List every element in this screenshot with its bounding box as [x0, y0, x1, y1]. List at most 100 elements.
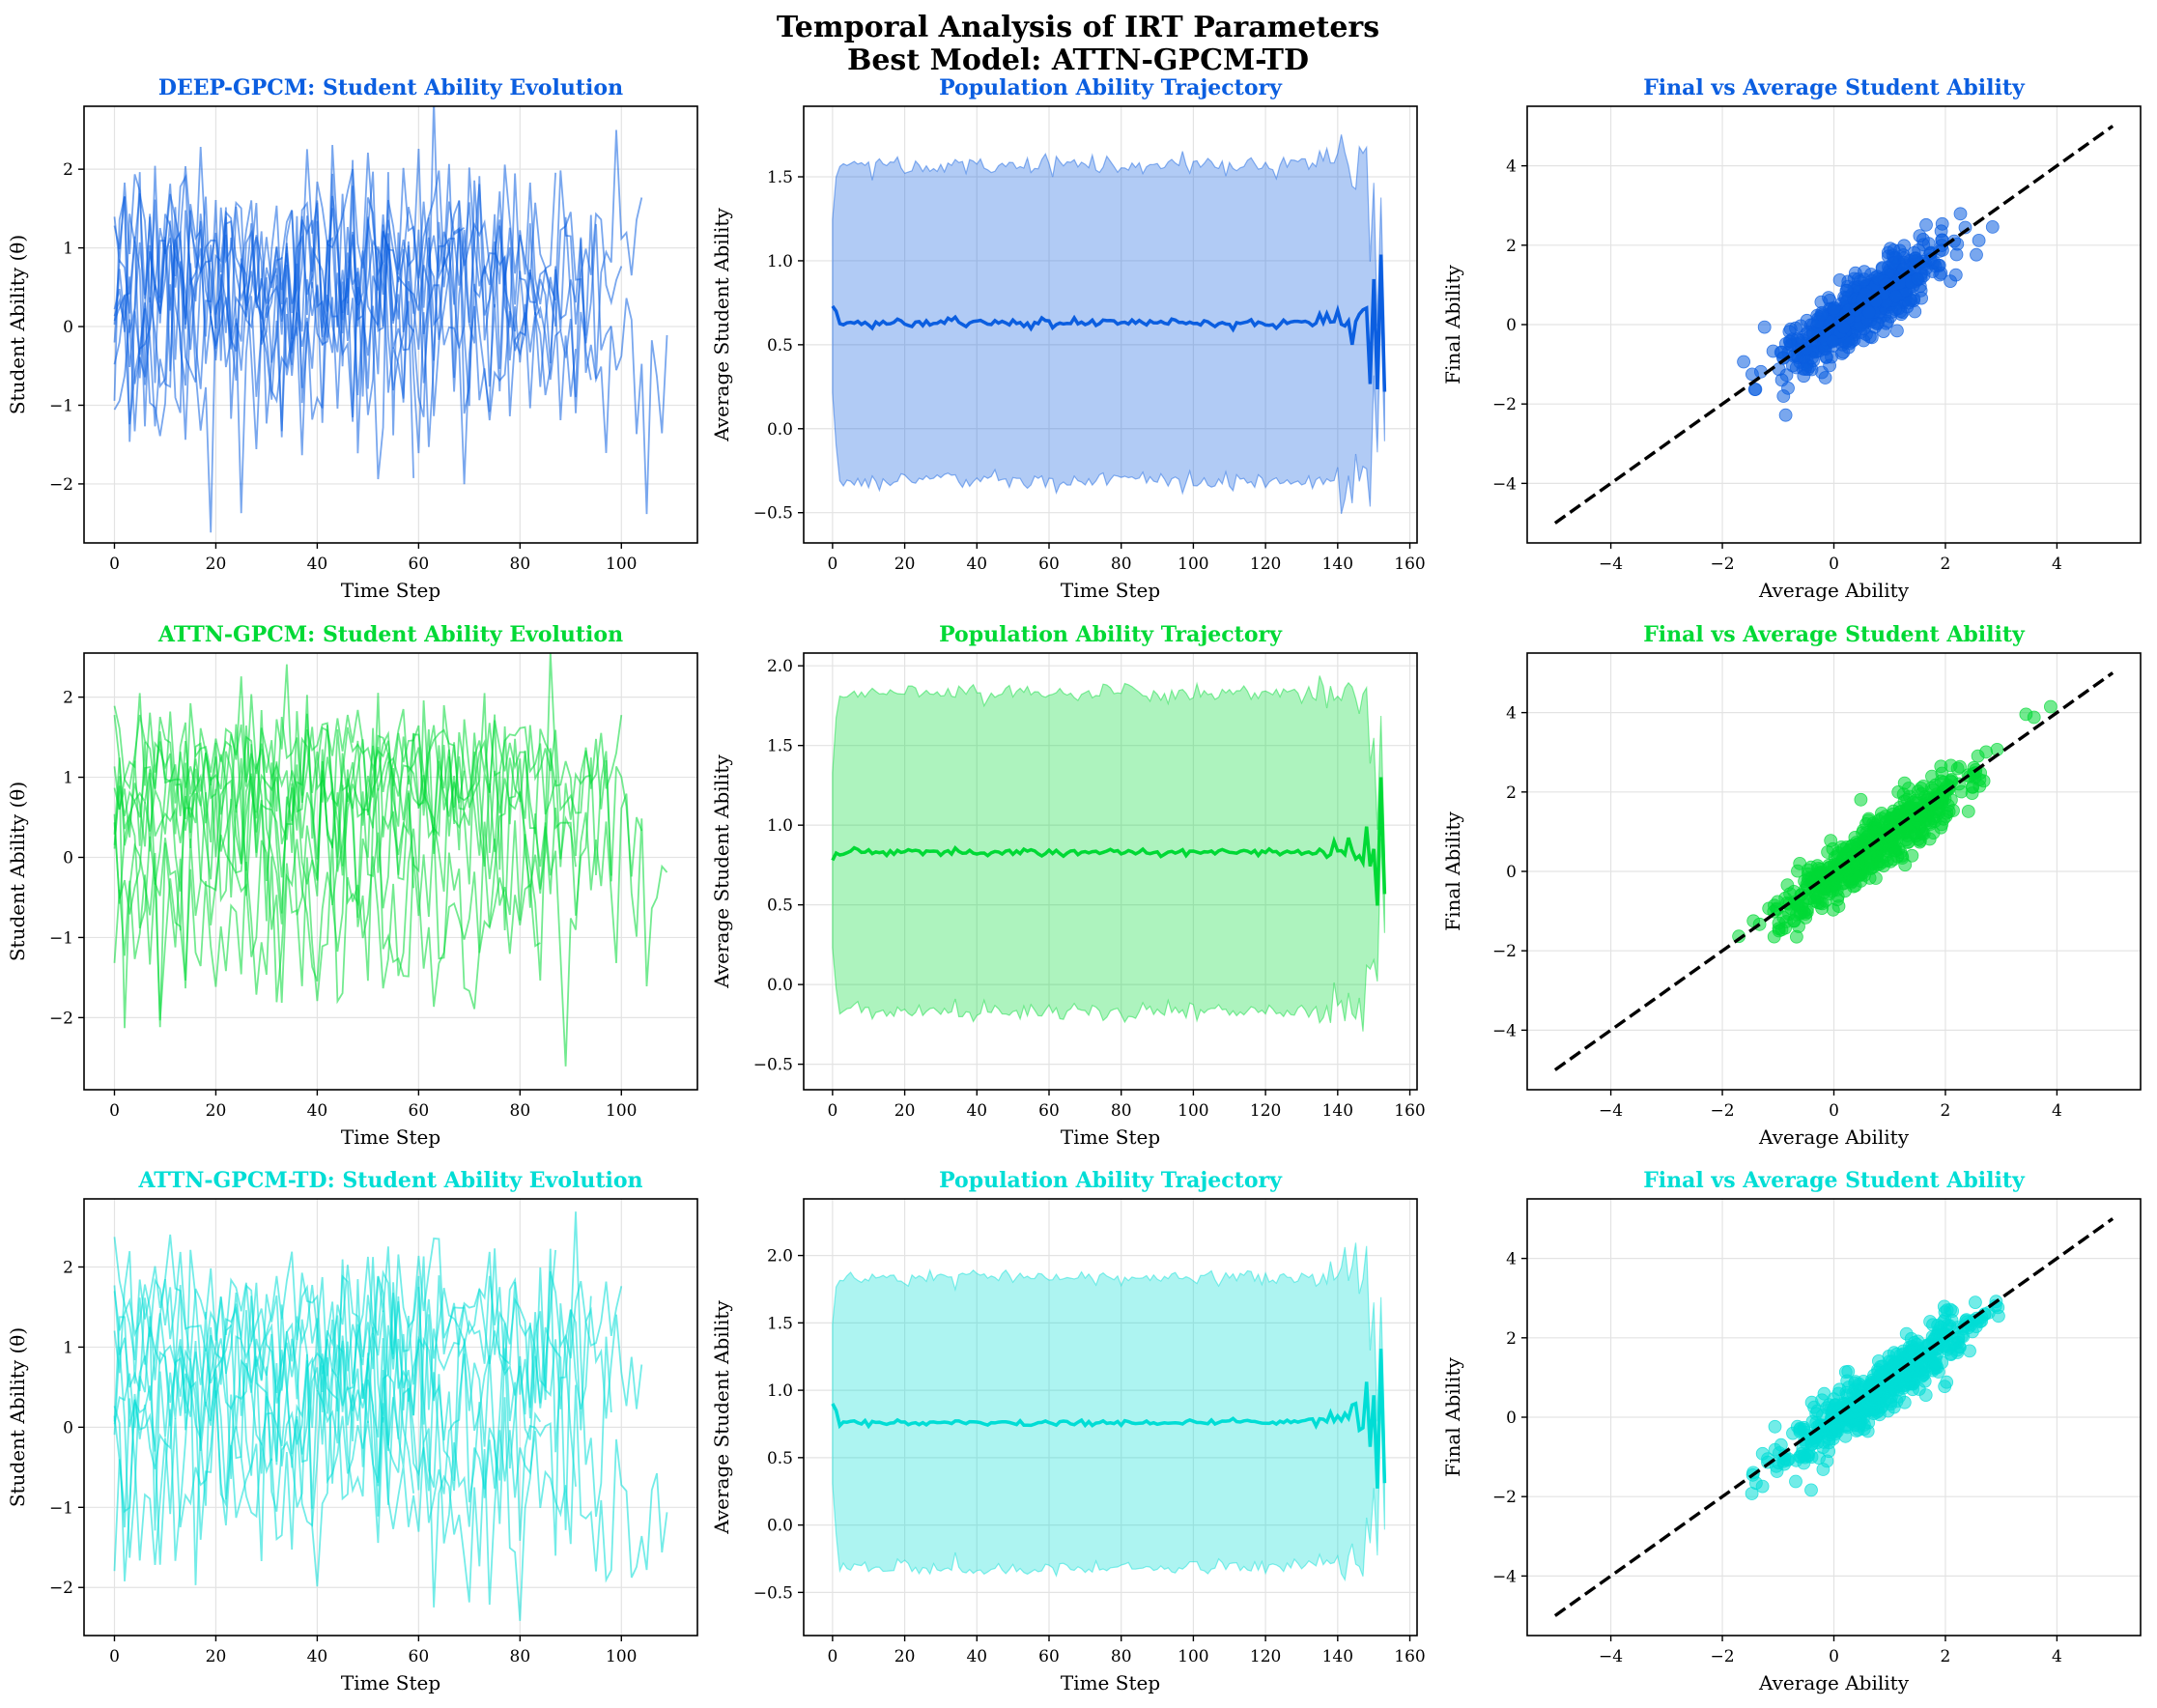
scatter-point — [1831, 849, 1845, 864]
panel-title: ATTN-GPCM: Student Ability Evolution — [157, 622, 623, 647]
mean-line — [831, 254, 1387, 392]
y-tick-label: 2 — [1506, 1329, 1517, 1349]
scatter-point — [1807, 1434, 1822, 1448]
y-tick-label: 1 — [63, 769, 73, 788]
scatter-point — [1968, 771, 1982, 784]
data-layer — [1553, 671, 2114, 1071]
x-tick-label: 40 — [307, 1647, 328, 1666]
scatter-points — [1737, 207, 2000, 422]
y-tick-label: −1 — [49, 928, 73, 948]
scatter-point — [1867, 320, 1882, 334]
x-tick-label: 60 — [1038, 555, 1060, 574]
x-tick-label: −4 — [1599, 1101, 1623, 1121]
x-tick-label: 2 — [1941, 1647, 1951, 1666]
panel-title: Population Ability Trajectory — [939, 1168, 1283, 1193]
series-line-student-3 — [113, 776, 668, 1067]
x-tick-label: 20 — [894, 1647, 916, 1666]
scatter-point — [1790, 929, 1803, 944]
scatter-point — [1774, 373, 1789, 387]
x-tick-label: 20 — [206, 555, 227, 574]
panel-area-2: 0 20 40 60 80 100 120 140 160 −0.5 0.0 0.5 1.0 1.5 Pop… — [710, 75, 1426, 602]
x-axis-label: Time Step — [341, 1671, 440, 1694]
grid — [804, 653, 1417, 1090]
y-tick-label: −2 — [49, 475, 73, 495]
x-tick-label: 4 — [2052, 555, 2062, 574]
y-tick-label: −2 — [49, 1009, 73, 1028]
x-tick-label: 2 — [1941, 555, 1951, 574]
y-tick-label: 0 — [63, 318, 73, 337]
scatter-point — [1886, 256, 1900, 270]
y-tick-label: 0.0 — [767, 420, 793, 440]
y-tick-label: 0 — [63, 848, 73, 868]
panel-scatter-9: −4 −2 0 2 4 −4 −2 0 2 4 Final vs Average Student A… — [1441, 1168, 2142, 1694]
y-axis-label: Student Ability (θ) — [6, 782, 29, 961]
scatter-point — [1921, 237, 1936, 251]
y-tick-label: 2.0 — [767, 1247, 793, 1267]
scatter-point — [1757, 320, 1772, 334]
x-tick-label: 20 — [894, 1101, 916, 1121]
y-tick-label: 1.0 — [767, 816, 793, 836]
scatter-point — [1770, 1465, 1784, 1478]
scatter-point — [1910, 271, 1924, 286]
data-layer — [113, 653, 668, 1067]
y-tick-label: −4 — [1492, 474, 1517, 494]
scatter-point — [1970, 247, 1983, 262]
x-tick-label: 40 — [966, 555, 987, 574]
scatter-point — [1866, 1392, 1881, 1406]
y-tick-label: −2 — [1492, 395, 1517, 414]
scatter-point — [1776, 389, 1791, 403]
scatter-point — [1887, 1359, 1902, 1374]
scatter-point — [1860, 1424, 1875, 1438]
y-tick-label: 1 — [63, 240, 73, 259]
scatter-point — [1836, 320, 1851, 334]
series-line-student-10 — [113, 1282, 414, 1558]
y-tick-label: 1.5 — [767, 737, 793, 756]
scatter-point — [1937, 1299, 1951, 1314]
plot-frame — [803, 652, 1418, 1091]
x-tick-label: 40 — [307, 555, 328, 574]
scatter-point — [1816, 1463, 1831, 1476]
scatter-point — [1953, 1340, 1967, 1354]
y-tick-label: 1.0 — [767, 1381, 793, 1401]
y-tick-label: −2 — [1492, 942, 1517, 961]
scatter-point — [1971, 749, 1985, 763]
data-layer — [1553, 125, 2114, 525]
scatter-point — [1772, 916, 1786, 930]
y-tick-label: 0 — [1506, 316, 1517, 335]
x-tick-label: 20 — [206, 1101, 227, 1121]
scatter-point — [1799, 911, 1813, 925]
scatter-point — [1822, 1436, 1836, 1450]
panel-title: DEEP-GPCM: Student Ability Evolution — [158, 75, 623, 100]
x-tick-label: 80 — [510, 1647, 531, 1666]
y-tick-label: 1.5 — [767, 168, 793, 187]
x-tick-label: 140 — [1322, 555, 1353, 574]
x-tick-label: 2 — [1941, 1101, 1951, 1121]
scatter-point — [1928, 1358, 1943, 1372]
x-tick-label: 60 — [1038, 1101, 1060, 1121]
y-axis-label: Average Student Ability — [710, 208, 733, 442]
scatter-point — [1793, 1422, 1806, 1437]
plot-frame — [83, 652, 698, 1091]
scatter-point — [1780, 878, 1795, 893]
y-axis-label: Student Ability (θ) — [6, 1327, 29, 1507]
x-tick-label: 100 — [1178, 555, 1208, 574]
scatter-point — [1913, 229, 1927, 243]
y-tick-label: 2 — [1506, 783, 1517, 803]
y-tick-label: 0.0 — [767, 976, 793, 995]
x-tick-label: 0 — [109, 1647, 120, 1666]
series-line-student-4 — [113, 106, 556, 384]
y-axis-label: Final Ability — [1441, 811, 1464, 931]
scatter-point — [1826, 334, 1840, 349]
x-tick-label: 80 — [510, 1101, 531, 1121]
scatter-point — [1798, 362, 1812, 377]
x-tick-label: −2 — [1711, 1101, 1735, 1121]
scatter-point — [1825, 350, 1838, 364]
x-axis-label: Time Step — [1061, 1125, 1160, 1149]
y-tick-label: 0 — [63, 1418, 73, 1438]
scatter-point — [1972, 233, 1986, 247]
scatter-point — [1890, 809, 1905, 822]
plot-frame — [803, 105, 1418, 544]
x-tick-label: 140 — [1322, 1101, 1353, 1121]
x-tick-label: 40 — [966, 1101, 987, 1121]
scatter-point — [2043, 699, 2058, 714]
